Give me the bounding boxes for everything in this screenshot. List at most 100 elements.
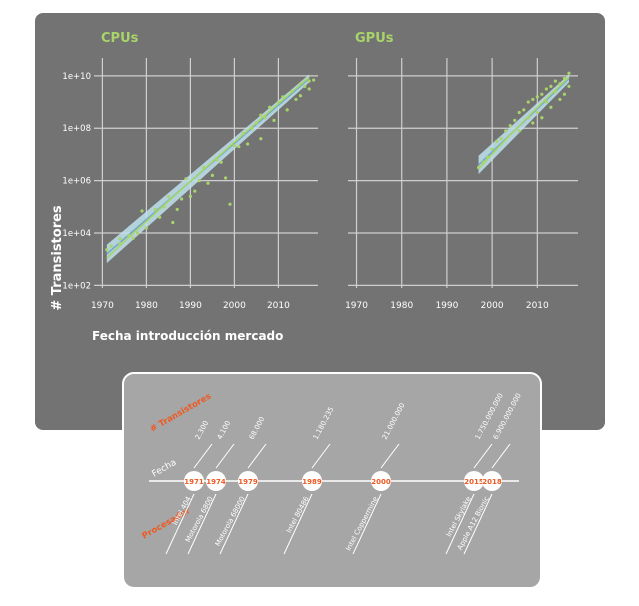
data-point [127, 234, 131, 238]
data-point [215, 158, 219, 162]
smooth-trend-line [106, 76, 310, 259]
x-axis-label: Fecha introducción mercado [92, 329, 283, 343]
data-point [158, 215, 162, 219]
data-point [193, 189, 197, 193]
processor-leader [463, 493, 493, 555]
data-point [544, 100, 548, 104]
x-tick-label: 1990 [435, 301, 458, 311]
data-point [197, 179, 201, 183]
data-point [504, 129, 508, 133]
year-label: 1979 [238, 478, 258, 486]
data-point [118, 237, 122, 241]
data-point [210, 173, 214, 177]
y-tick-label: 1e+08 [62, 124, 91, 134]
data-point [549, 84, 553, 88]
data-point [553, 79, 558, 83]
data-point [285, 108, 289, 112]
data-point [562, 92, 567, 96]
timeline-panel: # Transistores Fecha Procesador 2.300 Intel … [122, 372, 542, 589]
data-point [166, 194, 170, 198]
data-point [476, 165, 481, 170]
year-label: 1974 [206, 478, 226, 486]
timeline-event: 1.180.235 Intel 80486 1989 [283, 406, 336, 555]
data-point [490, 147, 494, 151]
processor-leader [187, 493, 217, 555]
data-point [526, 116, 530, 120]
panel-gpus: GPUs 1970 1980 1990 2000 2010 [345, 31, 578, 311]
data-point [276, 100, 280, 104]
processor-leader [219, 493, 249, 555]
data-point [567, 84, 571, 88]
year-label: 2000 [371, 478, 391, 486]
transistor-leader [247, 443, 267, 469]
processor-leader [283, 493, 313, 555]
data-point [246, 142, 250, 146]
data-point [263, 116, 267, 120]
processor-name: Intel Coppermine [344, 495, 379, 552]
transistor-count: 4.100 [216, 419, 232, 440]
year-marker [206, 471, 226, 491]
processor-leader [352, 493, 382, 555]
data-point [272, 118, 276, 122]
transistor-leader [380, 443, 400, 469]
data-point [481, 160, 485, 164]
processor-leader [165, 493, 195, 555]
x-tick-label: 1970 [91, 301, 114, 311]
data-point [105, 248, 109, 252]
data-point [535, 95, 539, 99]
year-marker [371, 471, 391, 491]
data-point [171, 220, 175, 225]
data-point [184, 177, 188, 181]
data-point [268, 105, 272, 109]
panel-title: GPUs [355, 31, 394, 46]
data-point [250, 126, 254, 130]
x-tick-label: 1970 [345, 301, 368, 311]
year-marker [302, 471, 322, 491]
y-tick-label: 1e+10 [62, 72, 91, 82]
transistor-count: 68.000 [248, 416, 267, 441]
data-point [290, 89, 294, 94]
processor-name: Motorola 68000 [214, 495, 247, 547]
data-point [237, 144, 241, 149]
data-point [307, 79, 311, 83]
year-label: 2018 [482, 478, 502, 486]
data-point [562, 76, 567, 81]
data-point [540, 92, 544, 96]
y-tick-label: 1e+04 [62, 229, 91, 239]
data-point [188, 194, 192, 198]
year-marker [184, 471, 204, 491]
data-point [136, 231, 140, 235]
data-point [118, 241, 122, 246]
data-point [307, 87, 311, 91]
processor-name: Intel 80486 [285, 495, 311, 535]
data-point [499, 137, 503, 141]
panel-cpus: CPUs 1970 1980 1990 2000 2010 1e+02 1e+04 1e+06 1… [62, 31, 318, 311]
x-tick-label: 1980 [390, 301, 413, 311]
year-label: 1989 [302, 478, 322, 486]
data-point [131, 236, 135, 240]
data-point [175, 207, 179, 212]
data-point [549, 105, 553, 109]
data-point [544, 87, 548, 91]
year-marker [464, 471, 484, 491]
processor-leader [445, 493, 475, 555]
data-point [558, 97, 562, 102]
x-tick-label: 2000 [481, 301, 504, 311]
data-point [526, 100, 530, 104]
data-point [224, 176, 228, 180]
transistor-count: 21.000.000 [381, 402, 407, 441]
data-point [140, 209, 144, 213]
transistor-count: 1.180.235 [312, 406, 336, 441]
transistor-count: 2.300 [194, 419, 210, 440]
transistor-leader [311, 443, 331, 469]
row-label-date: Fecha [151, 458, 179, 480]
scatter-chart: CPUs 1970 1980 1990 2000 2010 1e+02 1e+04 1e+06 1… [50, 31, 578, 343]
data-point [486, 155, 490, 159]
year-marker [482, 471, 502, 491]
data-point [517, 129, 521, 133]
data-point [553, 89, 558, 94]
transistor-leader [491, 443, 511, 469]
transistor-leader [473, 443, 493, 469]
data-point [298, 82, 302, 86]
data-point [522, 108, 526, 112]
